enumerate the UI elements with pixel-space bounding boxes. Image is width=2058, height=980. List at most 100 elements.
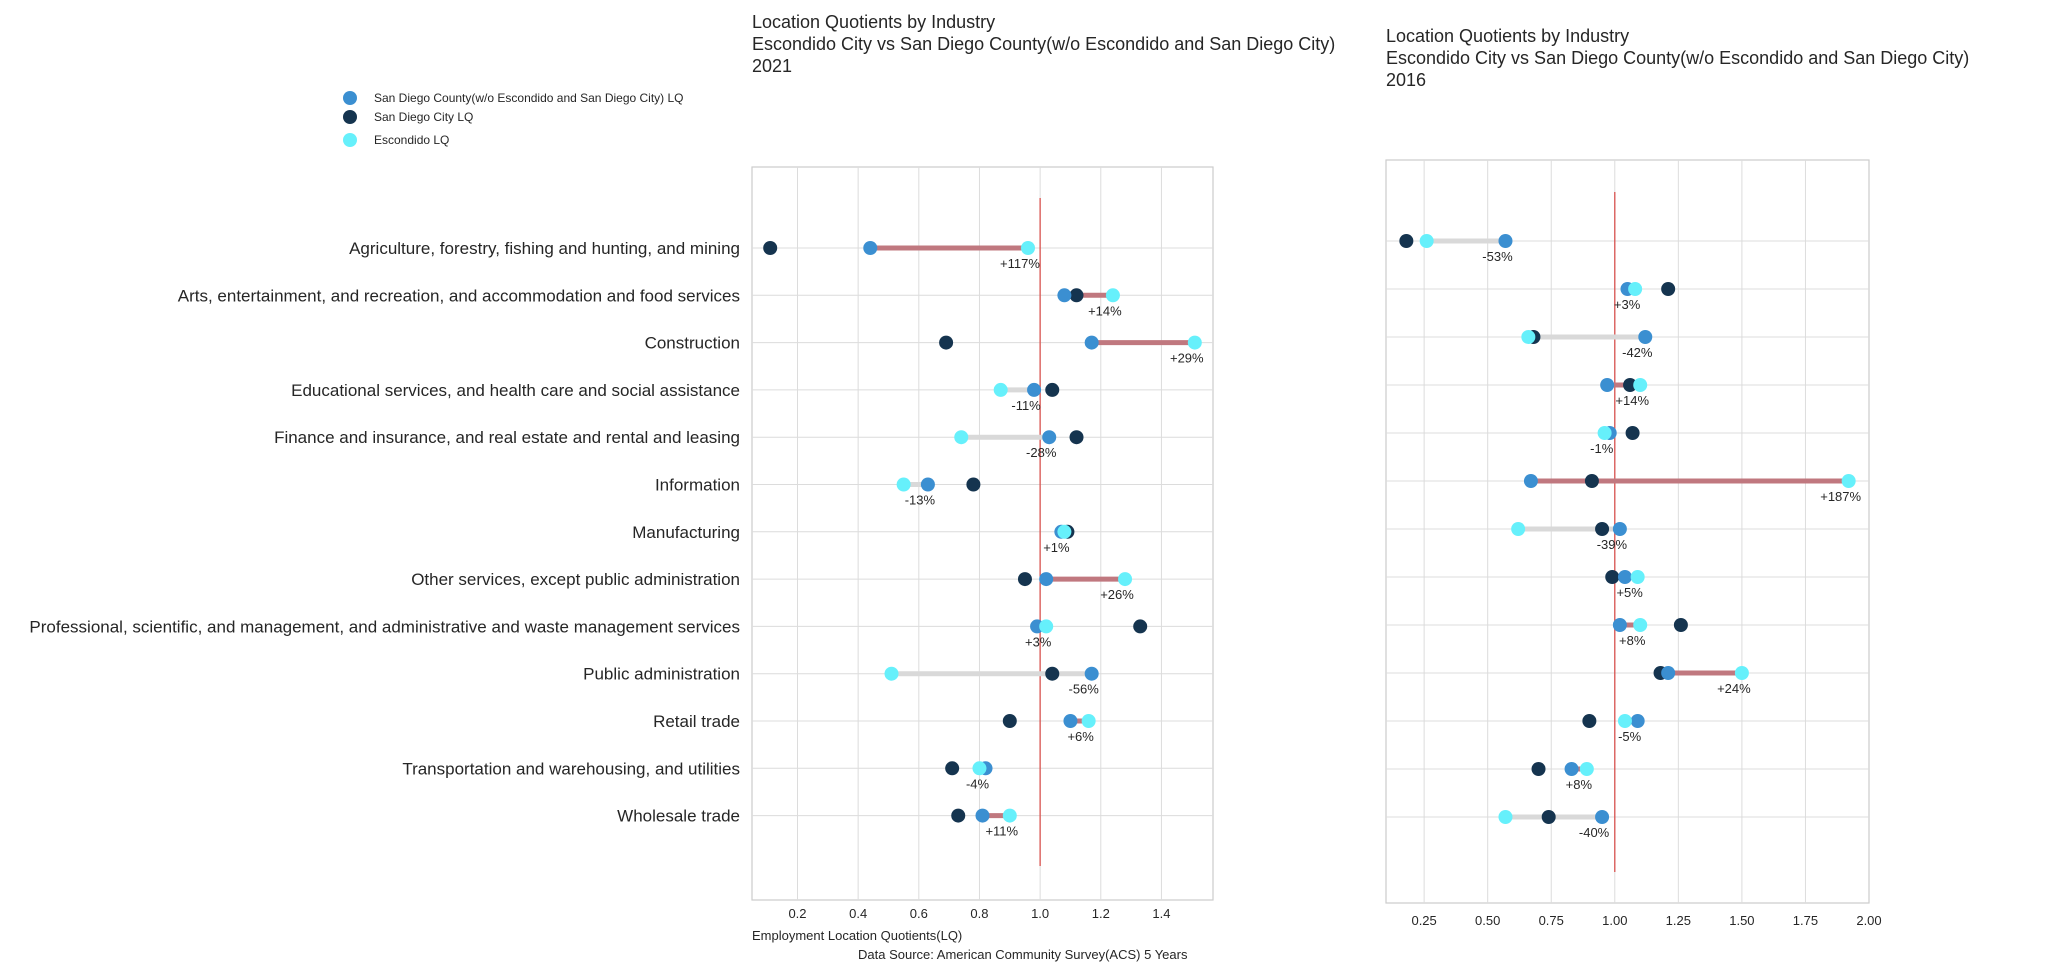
chart-2021-category-labels: Agriculture, forestry, fishing and hunti… bbox=[29, 239, 740, 826]
chart-2021-point-county bbox=[1084, 335, 1099, 350]
chart-2016-pct-label: -40% bbox=[1579, 825, 1610, 840]
chart-2021-point-county bbox=[1027, 382, 1042, 397]
category-label: Public administration bbox=[583, 665, 740, 684]
category-label: Transportation and warehousing, and util… bbox=[402, 759, 740, 778]
category-label: Educational services, and health care an… bbox=[291, 381, 740, 400]
chart-2021-tick-label: 0.4 bbox=[849, 906, 867, 921]
category-label: Other services, except public administra… bbox=[411, 570, 740, 589]
chart-2016-point-escondido bbox=[1628, 282, 1643, 296]
chart-2016-point-county bbox=[1600, 378, 1615, 392]
chart-2016-point-city bbox=[1399, 234, 1414, 248]
chart-2016: Location Quotients by Industry Escondido… bbox=[1385, 26, 1969, 928]
chart-2021-point-county bbox=[1063, 714, 1078, 728]
chart-2016-point-county bbox=[1498, 234, 1513, 248]
chart-2016-tick-label: 2.00 bbox=[1856, 913, 1881, 928]
chart-2021-point-county bbox=[863, 241, 878, 255]
chart-2016-pct-label: +3% bbox=[1614, 297, 1641, 312]
chart-2021-xlabel: Employment Location Quotients(LQ) bbox=[752, 928, 962, 943]
chart-2016-point-city bbox=[1584, 474, 1599, 488]
chart-2021-point-county bbox=[975, 808, 990, 823]
category-label: Agriculture, forestry, fishing and hunti… bbox=[349, 239, 740, 258]
chart-2016-pct-label: -1% bbox=[1590, 441, 1614, 456]
legend-marker-city bbox=[343, 110, 357, 124]
chart-2021-pct-label: +117% bbox=[1000, 256, 1040, 271]
chart-2021-point-escondido bbox=[1057, 524, 1072, 539]
chart-2021-point-county bbox=[1042, 430, 1057, 445]
chart-2016-pct-label: +187% bbox=[1820, 489, 1861, 504]
chart-2016-point-city bbox=[1623, 378, 1638, 392]
category-label: Professional, scientific, and management… bbox=[29, 617, 740, 636]
chart-2016-pct-label: -42% bbox=[1622, 345, 1653, 360]
chart-2016-pct-label: +8% bbox=[1566, 777, 1593, 792]
chart-2021-pct-label: -11% bbox=[1011, 398, 1041, 413]
chart-2016-pct-label: +5% bbox=[1616, 585, 1643, 600]
chart-2021-point-escondido bbox=[1020, 241, 1035, 255]
chart-2021-point-city bbox=[1133, 619, 1148, 634]
chart-2021-point-city bbox=[951, 808, 966, 823]
chart-2016-point-escondido bbox=[1597, 426, 1612, 440]
chart-2016-title-line2: Escondido City vs San Diego County(w/o E… bbox=[1386, 48, 1969, 68]
chart-2016-point-county bbox=[1595, 810, 1610, 824]
chart-2021-pct-label: +6% bbox=[1067, 729, 1094, 744]
chart-2016-tick-label: 1.75 bbox=[1793, 913, 1818, 928]
chart-2016-point-city bbox=[1582, 714, 1597, 728]
chart-2021-point-escondido bbox=[1105, 288, 1120, 303]
chart-2021-point-county bbox=[1057, 288, 1072, 303]
chart-2016-tick-label: 1.25 bbox=[1666, 913, 1691, 928]
chart-2021-tick-label: 0.6 bbox=[910, 906, 928, 921]
chart-2016-point-county bbox=[1612, 618, 1627, 632]
chart-2016-point-escondido bbox=[1579, 762, 1594, 776]
chart-2021-point-city bbox=[1002, 714, 1017, 728]
chart-2021-tick-label: 0.8 bbox=[970, 906, 988, 921]
chart-2016-tick-labels: 0.25 0.50 0.75 1.00 1.25 1.50 1.75 2.00 bbox=[1411, 913, 1881, 928]
chart-2016-point-city bbox=[1661, 282, 1676, 296]
chart-2021-tick-label: 1.2 bbox=[1092, 906, 1110, 921]
chart-2016-pct-label: -53% bbox=[1482, 249, 1513, 264]
chart-2021-tick-label: 1.0 bbox=[1031, 906, 1049, 921]
chart-2016-point-escondido bbox=[1498, 810, 1513, 824]
chart-2016-point-escondido bbox=[1521, 330, 1536, 344]
legend: San Diego County(w/o Escondido and San D… bbox=[343, 91, 684, 147]
chart-2016-point-county bbox=[1523, 474, 1538, 488]
chart-2016-point-city bbox=[1673, 618, 1688, 632]
chart-2021-pct-label: +29% bbox=[1170, 351, 1204, 366]
chart-2021-point-escondido bbox=[1187, 335, 1202, 350]
chart-2016-point-escondido bbox=[1633, 618, 1648, 632]
data-source-note: Data Source: American Community Survey(A… bbox=[858, 947, 1188, 962]
chart-2021-point-city bbox=[1017, 572, 1032, 587]
chart-2016-title-line3: 2016 bbox=[1386, 70, 1426, 90]
chart-2021: Location Quotients by Industry Escondido… bbox=[29, 12, 1335, 943]
chart-2016-point-escondido bbox=[1841, 474, 1856, 488]
chart-2021-tick-labels: 0.2 0.4 0.6 0.8 1.0 1.2 1.4 bbox=[788, 906, 1170, 921]
chart-2016-tick-label: 1.00 bbox=[1602, 913, 1627, 928]
chart-2016-point-escondido bbox=[1617, 714, 1632, 728]
chart-2021-point-escondido bbox=[972, 761, 987, 776]
chart-2021-pct-label: -56% bbox=[1069, 682, 1100, 697]
chart-2021-title-line2: Escondido City vs San Diego County(w/o E… bbox=[752, 34, 1335, 54]
category-label: Manufacturing bbox=[632, 523, 740, 542]
chart-2021-pct-label: +3% bbox=[1025, 634, 1052, 649]
chart-2021-point-city bbox=[763, 241, 778, 255]
chart-2016-tick-label: 0.75 bbox=[1539, 913, 1564, 928]
chart-2016-point-escondido bbox=[1419, 234, 1434, 248]
chart-2021-point-escondido bbox=[1002, 808, 1017, 823]
chart-2021-point-city bbox=[966, 477, 981, 492]
chart-2016-point-escondido bbox=[1734, 666, 1749, 680]
chart-2021-point-county bbox=[920, 477, 935, 492]
chart-2016-point-escondido bbox=[1633, 378, 1648, 392]
chart-2021-point-county bbox=[1039, 572, 1054, 587]
chart-2021-marks: +117% +14% +29% -11% -28% -13% +1% +26% +3% -56% +… bbox=[763, 241, 1204, 839]
chart-2021-point-city bbox=[939, 335, 954, 350]
chart-2021-tick-label: 0.2 bbox=[788, 906, 806, 921]
category-label: Information bbox=[655, 476, 740, 495]
category-label: Construction bbox=[645, 334, 740, 353]
chart-2016-grid bbox=[1385, 159, 1870, 904]
chart-2021-point-escondido bbox=[1039, 619, 1054, 634]
chart-2016-point-county bbox=[1630, 714, 1645, 728]
chart-2021-point-city bbox=[1069, 288, 1084, 303]
chart-2021-title-line1: Location Quotients by Industry bbox=[752, 12, 995, 32]
chart-2021-frame bbox=[751, 166, 1214, 901]
chart-2016-pct-label: -5% bbox=[1618, 729, 1642, 744]
chart-2021-pct-label: +1% bbox=[1043, 540, 1070, 555]
